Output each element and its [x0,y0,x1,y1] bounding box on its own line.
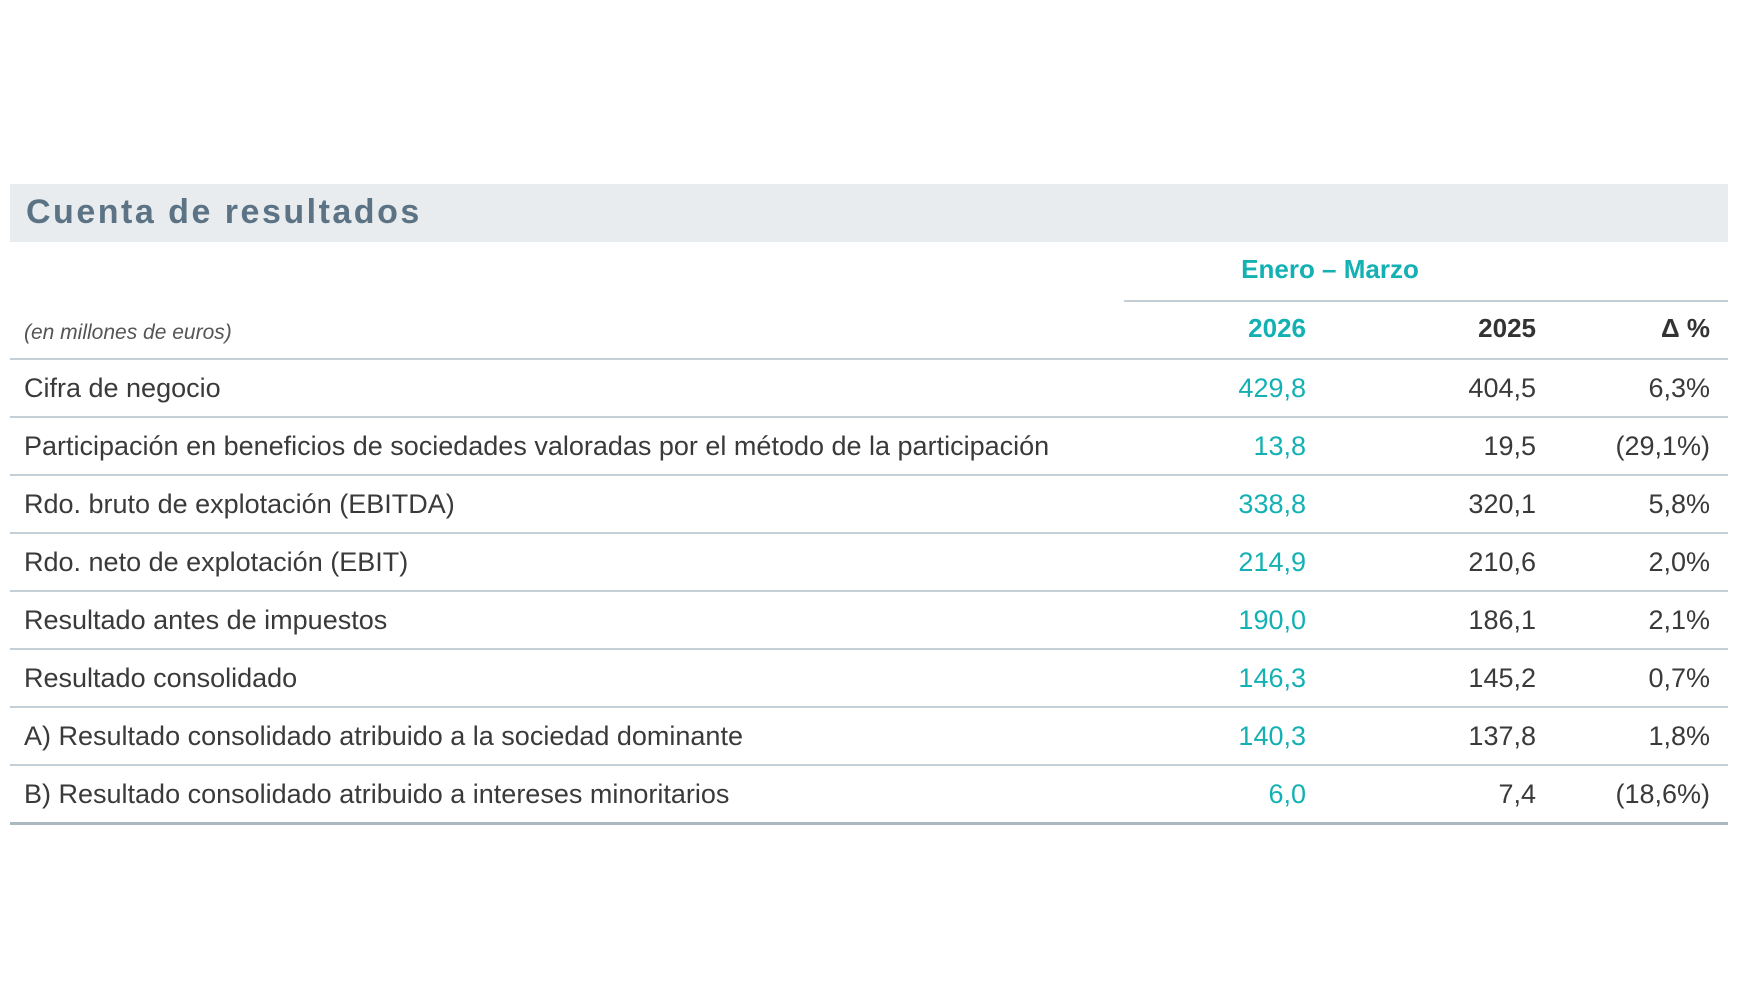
value-2026: 13,8 [1253,431,1306,461]
row-label: Resultado antes de impuestos [24,605,388,635]
column-header-2025: 2025 [1478,313,1536,343]
table-row: B) Resultado consolidado atribuido a int… [10,766,1728,825]
table-title-bar: Cuenta de resultados [10,184,1728,242]
value-2025: 404,5 [1468,373,1536,403]
table-row: Resultado antes de impuestos 190,0 186,1… [10,592,1728,650]
value-2026: 190,0 [1238,605,1306,635]
value-2026: 6,0 [1268,779,1306,809]
period-divider [1124,300,1728,302]
table-row: Cifra de negocio 429,8 404,5 6,3% [10,360,1728,418]
value-delta: (18,6%) [1615,779,1710,809]
value-2026: 214,9 [1238,547,1306,577]
row-label: Rdo. neto de explotación (EBIT) [24,547,409,577]
value-2025: 19,5 [1483,431,1536,461]
table-row: Participación en beneficios de sociedade… [10,418,1728,476]
row-label: Rdo. bruto de explotación (EBITDA) [24,489,455,519]
value-2026: 140,3 [1238,721,1306,751]
value-2025: 210,6 [1468,547,1536,577]
value-2025: 320,1 [1468,489,1536,519]
period-label: Enero – Marzo [1241,254,1419,284]
value-delta: 6,3% [1648,373,1710,403]
value-delta: 0,7% [1648,663,1710,693]
value-delta: 1,8% [1648,721,1710,751]
table-row: A) Resultado consolidado atribuido a la … [10,708,1728,766]
value-2026: 429,8 [1238,373,1306,403]
value-delta: 2,0% [1648,547,1710,577]
table-title: Cuenta de resultados [26,193,422,231]
row-label: Cifra de negocio [24,373,221,403]
table-row: Rdo. neto de explotación (EBIT) 214,9 21… [10,534,1728,592]
value-2025: 137,8 [1468,721,1536,751]
row-label: Resultado consolidado [24,663,298,693]
table-row: Rdo. bruto de explotación (EBITDA) 338,8… [10,476,1728,534]
value-2025: 7,4 [1498,779,1536,809]
value-delta: (29,1%) [1615,431,1710,461]
results-table: Cifra de negocio 429,8 404,5 6,3% Partic… [10,358,1728,825]
value-delta: 5,8% [1648,489,1710,519]
table-row: Resultado consolidado 146,3 145,2 0,7% [10,650,1728,708]
row-label: Participación en beneficios de sociedade… [24,431,1050,461]
unit-note: (en millones de euros) [24,321,232,344]
value-2026: 146,3 [1238,663,1306,693]
column-header-delta: Δ % [1660,313,1710,343]
value-2026: 338,8 [1238,489,1306,519]
value-delta: 2,1% [1648,605,1710,635]
value-2025: 145,2 [1468,663,1536,693]
value-2025: 186,1 [1468,605,1536,635]
row-label: B) Resultado consolidado atribuido a int… [24,779,730,809]
row-label: A) Resultado consolidado atribuido a la … [24,721,743,751]
column-header-2026: 2026 [1248,313,1306,343]
